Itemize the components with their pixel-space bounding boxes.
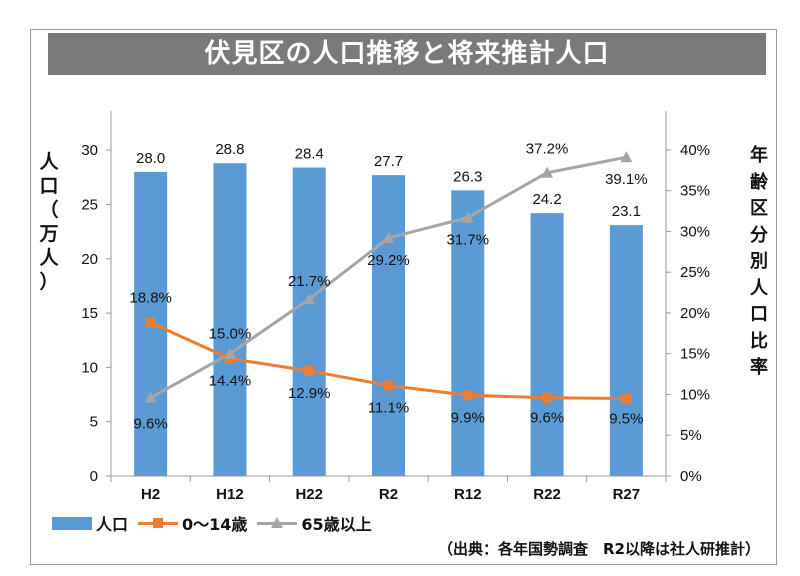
title-banner <box>48 33 766 75</box>
y-axis-left-label: 人口（万人） <box>39 151 59 293</box>
y-right-tick-label: 15% <box>680 346 710 363</box>
age-65-plus-point <box>382 231 395 243</box>
age-65-plus-data-label: 31.7% <box>447 232 490 249</box>
x-tick-label: H22 <box>295 486 323 503</box>
chart-title: 伏見区の人口推移と将来推計人口 <box>204 39 610 69</box>
age-0-14-data-label: 9.5% <box>609 411 643 428</box>
population-bar <box>372 175 405 477</box>
y-right-tick-label: 0% <box>680 468 702 485</box>
y-right-tick-label: 25% <box>680 264 710 281</box>
population-bar <box>213 163 247 477</box>
x-tick-label: H2 <box>141 486 160 503</box>
legend-label-age-65-plus: 65歳以上 <box>301 515 372 534</box>
age-0-14-data-label: 14.4% <box>209 373 252 390</box>
x-tick-label: R27 <box>613 486 641 503</box>
population-data-label: 24.2 <box>532 191 561 208</box>
y-right-tick-label: 40% <box>680 142 710 159</box>
population-data-label: 28.8 <box>215 141 244 158</box>
y-axis-right-label: 年齢区分別人口比率 <box>750 145 768 378</box>
legend-swatch-age-0-14 <box>138 516 179 530</box>
y-right-tick-label: 35% <box>680 183 710 200</box>
x-tick-label: H12 <box>216 486 244 503</box>
age-65-plus-point <box>541 166 554 178</box>
age-0-14-point <box>621 393 632 404</box>
legend-swatch-age-65-plus <box>257 516 298 530</box>
y-left-tick-label: 25 <box>81 196 98 213</box>
population-data-label: 23.1 <box>612 203 641 220</box>
age-65-plus-data-label: 21.7% <box>288 273 331 290</box>
y-right-tick-label: 20% <box>680 305 710 322</box>
y-left-tick-label: 20 <box>81 251 98 268</box>
age-0-14-data-label: 18.8% <box>129 290 172 307</box>
population-bar <box>292 167 326 477</box>
y-left-tick-label: 0 <box>90 468 98 485</box>
legend-label-population: 人口 <box>96 515 129 534</box>
age-0-14-data-label: 12.9% <box>288 385 331 402</box>
age-65-plus-data-label: 39.1% <box>605 171 648 188</box>
population-data-label: 27.7 <box>374 153 403 170</box>
age-65-plus-point <box>461 211 474 223</box>
age-0-14-point <box>383 380 394 391</box>
y-right-tick-label: 30% <box>680 223 710 240</box>
age-65-plus-data-label: 9.6% <box>134 416 168 433</box>
y-right-tick-label: 5% <box>680 427 702 444</box>
legend-label-age-0-14: 0～14歳 <box>182 515 248 534</box>
x-tick-label: R12 <box>454 486 482 503</box>
legend-swatch-population <box>52 516 92 530</box>
population-bar <box>530 213 564 477</box>
population-bar <box>609 225 643 476</box>
age-0-14-data-label: 11.1% <box>368 400 409 417</box>
age-65-plus-point <box>303 293 316 305</box>
population-data-label: 26.3 <box>453 168 482 185</box>
legend-item-population: 人口 <box>52 511 128 535</box>
y-right-tick-label: 10% <box>680 386 710 403</box>
y-left-tick-label: 15 <box>81 305 98 322</box>
age-65-plus-data-label: 15.0% <box>209 326 252 343</box>
y-left-tick-label: 5 <box>90 414 98 431</box>
x-tick-label: R22 <box>533 486 561 503</box>
legend-item-age-0-14: 0～14歳 <box>138 511 247 535</box>
age-65-plus-point <box>223 347 236 359</box>
y-left-tick-label: 10 <box>81 359 98 376</box>
legend: 人口 0～14歳 65歳以上 <box>52 511 382 535</box>
age-0-14-point <box>542 392 553 403</box>
x-tick-label: R2 <box>379 486 398 503</box>
legend-item-age-65-plus: 65歳以上 <box>257 511 372 535</box>
age-0-14-point <box>462 390 473 401</box>
population-data-label: 28.4 <box>295 146 324 163</box>
age-0-14-point <box>304 365 315 376</box>
age-65-plus-point <box>144 391 157 403</box>
age-0-14-data-label: 9.9% <box>451 409 485 426</box>
population-data-label: 28.0 <box>136 150 165 167</box>
age-65-plus-data-label: 29.2% <box>367 252 410 269</box>
source-note: （出典：各年国勢調査 R2以降は社人研推計） <box>438 540 760 558</box>
y-left-tick-label: 30 <box>81 142 98 159</box>
age-65-plus-point <box>620 151 633 163</box>
population-bar <box>451 190 485 476</box>
age-0-14-data-label: 9.6% <box>530 410 564 427</box>
age-65-plus-data-label: 37.2% <box>526 141 569 158</box>
age-0-14-point <box>145 317 156 328</box>
